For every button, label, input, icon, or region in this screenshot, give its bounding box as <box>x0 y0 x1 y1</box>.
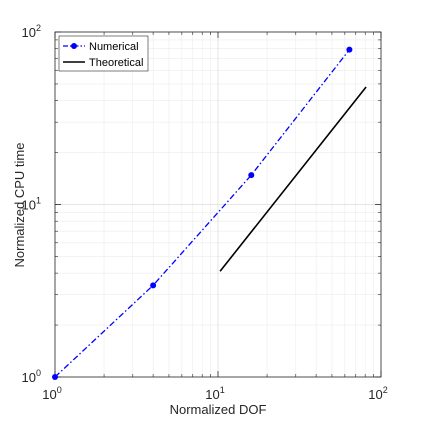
x-axis-label: Normalized DOF <box>170 402 267 417</box>
series-numerical-point <box>346 46 353 53</box>
series-numerical-point <box>150 282 157 289</box>
y-axis-label: Normalized CPU time <box>12 143 27 268</box>
x-tick-label: 101 <box>205 385 224 402</box>
x-tick-label: 100 <box>42 385 61 402</box>
y-tick-label: 101 <box>22 196 41 213</box>
legend-numerical-marker <box>71 43 77 49</box>
legend: Numerical Theoretical <box>58 35 149 72</box>
series-numerical-line <box>54 49 350 378</box>
tick-labels: 100 101 102 100 101 102 <box>22 23 388 402</box>
legend-numerical-label: Numerical <box>89 41 139 53</box>
series-theoretical-line <box>219 86 367 272</box>
y-tick-label: 102 <box>22 23 41 40</box>
legend-box <box>58 35 149 72</box>
series-numerical-point <box>52 374 58 380</box>
legend-theoretical-label: Theoretical <box>89 57 143 69</box>
x-tick-label: 102 <box>368 385 387 402</box>
series-numerical-point <box>248 172 255 179</box>
y-tick-label: 100 <box>22 368 41 385</box>
series-layer <box>52 46 367 380</box>
